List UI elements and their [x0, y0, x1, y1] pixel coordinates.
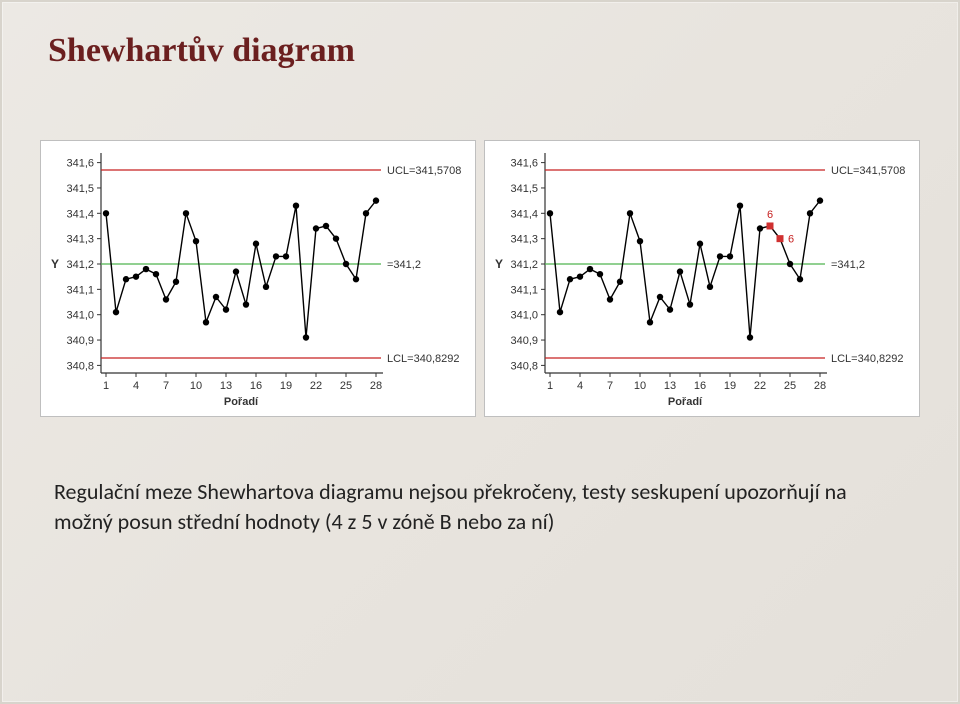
svg-text:341,1: 341,1	[510, 284, 538, 296]
svg-text:Pořadí: Pořadí	[224, 396, 259, 407]
svg-text:10: 10	[190, 380, 202, 392]
svg-text:4: 4	[577, 380, 583, 392]
svg-text:341,5: 341,5	[510, 183, 538, 195]
svg-text:=341,2: =341,2	[387, 259, 421, 271]
svg-text:340,9: 340,9	[66, 335, 94, 347]
svg-text:Y: Y	[495, 257, 503, 271]
chart-left: 340,8 340,9 341,0 341,1 341,2 341,3 341,4 341,5…	[40, 140, 476, 417]
svg-text:7: 7	[607, 380, 613, 392]
svg-text:341,6: 341,6	[510, 158, 538, 170]
svg-text:25: 25	[784, 380, 796, 392]
svg-text:10: 10	[634, 380, 646, 392]
svg-text:28: 28	[814, 380, 826, 392]
svg-text:341,0: 341,0	[510, 310, 538, 322]
svg-text:13: 13	[664, 380, 676, 392]
svg-text:1: 1	[547, 380, 553, 392]
svg-text:341,4: 341,4	[510, 208, 538, 220]
svg-text:16: 16	[694, 380, 706, 392]
svg-text:341,2: 341,2	[510, 259, 538, 271]
svg-text:341,6: 341,6	[66, 158, 94, 170]
svg-text:341,2: 341,2	[66, 259, 94, 271]
svg-text:340,8: 340,8	[510, 360, 538, 372]
svg-text:22: 22	[754, 380, 766, 392]
svg-text:LCL=340,8292: LCL=340,8292	[387, 353, 459, 365]
svg-text:341,5: 341,5	[66, 183, 94, 195]
svg-text:341,4: 341,4	[66, 208, 94, 220]
svg-text:=341,2: =341,2	[831, 259, 865, 271]
svg-text:341,3: 341,3	[66, 234, 94, 246]
description-text: Regulační meze Shewhartova diagramu nejs…	[54, 477, 906, 536]
svg-text:340,8: 340,8	[66, 360, 94, 372]
svg-text:19: 19	[280, 380, 292, 392]
svg-text:340,9: 340,9	[510, 335, 538, 347]
svg-text:1: 1	[103, 380, 109, 392]
svg-text:28: 28	[370, 380, 382, 392]
svg-text:25: 25	[340, 380, 352, 392]
charts-row: 340,8 340,9 341,0 341,1 341,2 341,3 341,4 341,5…	[42, 140, 918, 417]
svg-text:341,1: 341,1	[66, 284, 94, 296]
svg-text:Pořadí: Pořadí	[668, 396, 703, 407]
svg-text:13: 13	[220, 380, 232, 392]
svg-text:341,0: 341,0	[66, 310, 94, 322]
page-title: Shewhartův diagram	[48, 32, 918, 70]
svg-text:6: 6	[767, 209, 773, 221]
chart-right: 340,8 340,9 341,0 341,1 341,2 341,3 341,4 341,5…	[484, 140, 920, 417]
svg-text:Y: Y	[51, 257, 59, 271]
svg-text:4: 4	[133, 380, 139, 392]
svg-text:7: 7	[163, 380, 169, 392]
svg-text:16: 16	[250, 380, 262, 392]
svg-text:6: 6	[788, 234, 794, 246]
svg-text:19: 19	[724, 380, 736, 392]
svg-text:UCL=341,5708: UCL=341,5708	[387, 165, 461, 177]
svg-text:341,3: 341,3	[510, 234, 538, 246]
svg-text:UCL=341,5708: UCL=341,5708	[831, 165, 905, 177]
svg-text:22: 22	[310, 380, 322, 392]
svg-text:LCL=340,8292: LCL=340,8292	[831, 353, 903, 365]
